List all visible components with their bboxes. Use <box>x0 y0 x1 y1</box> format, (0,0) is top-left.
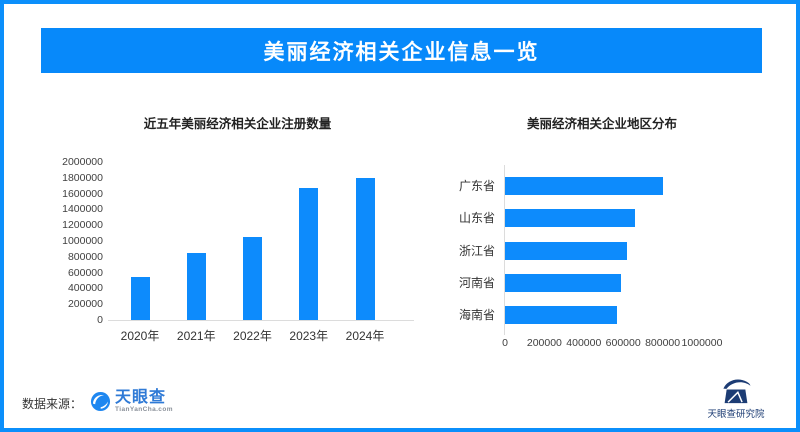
y-tick-label: 800000 <box>67 250 103 263</box>
data-source-label: 数据来源： <box>22 397 83 411</box>
y-tick-label: 200000 <box>67 298 103 311</box>
institute-mark-icon <box>700 376 772 404</box>
title-banner: 美丽经济相关企业信息一览 <box>41 28 762 73</box>
region-label-4: 海南省 <box>458 308 495 322</box>
y-tick-label: 0 <box>97 314 103 326</box>
x-tick-label: 800000 <box>645 337 681 349</box>
regions-chart: 美丽经济相关企业地区分布 广东省山东省浙江省河南省海南省 0 200000 4000… <box>430 105 774 360</box>
y-tick-label: 400000 <box>67 282 103 295</box>
registrations-chart: 近五年美丽经济相关企业注册数量 0 200000 400000 600000 80000… <box>55 105 420 355</box>
registrations-bar-2 <box>243 237 262 320</box>
data-source-row: 数据来源： 天眼查 TianYanCha.com <box>22 390 173 414</box>
region-label-3: 河南省 <box>458 275 495 290</box>
region-bar-4 <box>505 306 618 324</box>
regions-axis-line <box>504 165 505 335</box>
registrations-bar-1 <box>186 252 206 320</box>
tianyancha-name: 天眼查 <box>115 389 167 406</box>
registrations-bar-0 <box>130 277 150 320</box>
y-tick-label: 1200000 <box>62 219 103 232</box>
x-tick-label: 200000 <box>526 337 562 349</box>
x-tick-label: 400000 <box>566 337 602 349</box>
registrations-chart-plot <box>108 162 414 321</box>
x-tick-label: 1000000 <box>681 337 723 349</box>
y-tick-label: 2000000 <box>62 156 103 168</box>
region-bar-2 <box>505 241 628 260</box>
y-tick-label: 1000000 <box>62 235 103 247</box>
y-tick-label: 1400000 <box>62 203 103 216</box>
tianyancha-wordmark: 天眼查 TianYanCha.com <box>115 389 173 414</box>
region-bar-0 <box>505 177 663 195</box>
region-bar-1 <box>505 209 636 228</box>
region-label-1: 山东省 <box>458 211 495 226</box>
x-category-label: 2020年 <box>120 329 160 343</box>
x-category-label: 2021年 <box>176 329 216 343</box>
tianyancha-logo: 天眼查 TianYanCha.com <box>90 390 173 413</box>
regions-chart-title: 美丽经济相关企业地区分布 <box>526 117 677 131</box>
institute-logo: 天眼查研究院 <box>700 376 772 420</box>
region-label-0: 广东省 <box>458 179 495 193</box>
region-bar-3 <box>505 273 622 292</box>
tianyancha-eye-icon <box>90 391 115 412</box>
registrations-bar-4 <box>355 177 375 320</box>
registrations-chart-title: 近五年美丽经济相关企业注册数量 <box>143 117 332 131</box>
tianyancha-domain: TianYanCha.com <box>115 406 173 413</box>
y-tick-label: 1600000 <box>62 187 103 200</box>
registrations-bar-3 <box>299 188 319 320</box>
x-category-label: 2022年 <box>233 329 272 343</box>
page-title: 美丽经济相关企业信息一览 <box>263 40 540 64</box>
institute-name: 天眼查研究院 <box>707 409 765 420</box>
y-tick-label: 1800000 <box>62 171 103 184</box>
region-label-2: 浙江省 <box>458 243 495 258</box>
x-category-label: 2024年 <box>345 329 385 343</box>
y-tick-label: 600000 <box>67 266 103 279</box>
x-tick-label: 0 <box>502 337 508 349</box>
x-tick-label: 600000 <box>605 337 641 349</box>
x-category-label: 2023年 <box>289 329 329 343</box>
